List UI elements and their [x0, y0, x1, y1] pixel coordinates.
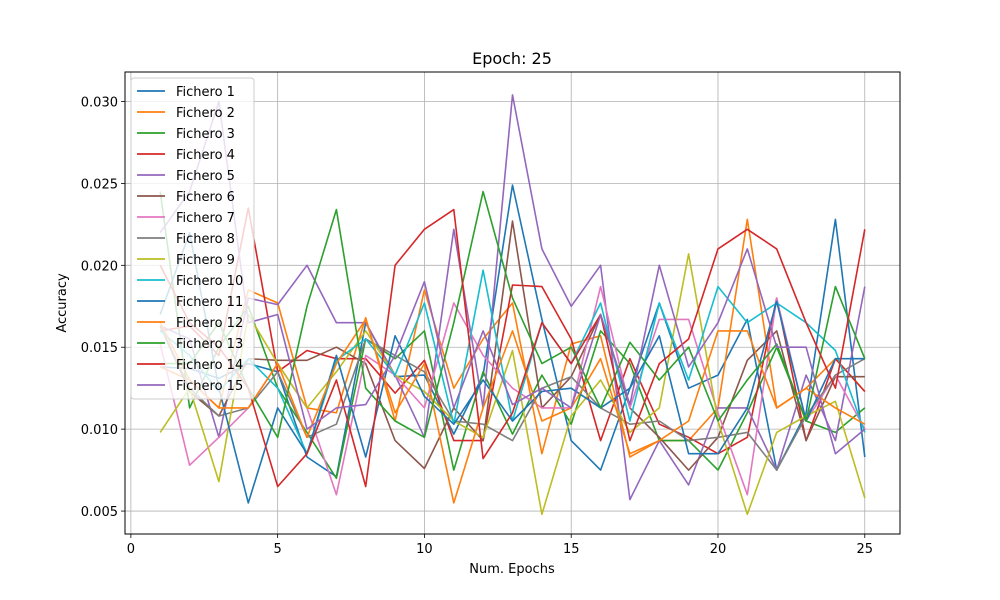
y-axis: 0.005 0.010 0.015 0.020 0.025 0.030: [81, 95, 125, 520]
legend-label: Fichero 15: [176, 379, 243, 394]
legend-label: Fichero 11: [176, 295, 243, 310]
legend-label: Fichero 9: [176, 253, 235, 268]
chart-title: Epoch: 25: [472, 49, 552, 68]
x-tick-label: 25: [856, 542, 873, 557]
y-tick-label: 0.025: [81, 177, 118, 192]
legend-label: Fichero 4: [176, 148, 235, 163]
series-line-12: [159, 318, 866, 504]
y-tick-label: 0.010: [81, 423, 118, 438]
y-tick-label: 0.020: [81, 259, 118, 274]
series-line-14: [159, 208, 866, 488]
x-tick-label: 15: [563, 542, 580, 557]
x-tick-label: 10: [416, 542, 433, 557]
legend: Fichero 1 Fichero 2 Fichero 3 Fichero 4 Fich…: [130, 77, 255, 400]
series-line-2: [159, 218, 866, 458]
series-group: [159, 94, 866, 516]
x-axis-title: Num. Epochs: [469, 562, 555, 577]
legend-label: Fichero 12: [176, 316, 243, 331]
legend-box: [130, 77, 255, 400]
x-tick-label: 5: [274, 542, 282, 557]
series-line-8: [159, 325, 866, 471]
x-axis: 0 5 10 15 20 25: [127, 534, 873, 557]
y-tick-label: 0.015: [81, 341, 118, 356]
series-line-15: [159, 100, 866, 455]
y-tick-label: 0.005: [81, 505, 118, 520]
x-tick-label: 0: [127, 542, 135, 557]
series-line-13: [160, 190, 866, 439]
legend-label: Fichero 7: [176, 211, 235, 226]
x-tick-label: 20: [710, 542, 727, 557]
legend-label: Fichero 10: [176, 274, 243, 289]
series-line-6: [159, 220, 865, 471]
y-axis-title: Accuracy: [55, 273, 70, 333]
legend-label: Fichero 3: [176, 127, 235, 142]
legend-label: Fichero 5: [176, 169, 235, 184]
legend-label: Fichero 8: [176, 232, 235, 247]
legend-label: Fichero 2: [176, 106, 235, 121]
series-line-11: [159, 231, 865, 504]
legend-label: Fichero 1: [176, 85, 235, 100]
legend-label: Fichero 13: [176, 337, 243, 352]
legend-label: Fichero 6: [176, 190, 235, 205]
legend-label: Fichero 14: [176, 358, 243, 373]
plot-frame: [124, 71, 901, 535]
y-tick-label: 0.030: [81, 95, 118, 110]
